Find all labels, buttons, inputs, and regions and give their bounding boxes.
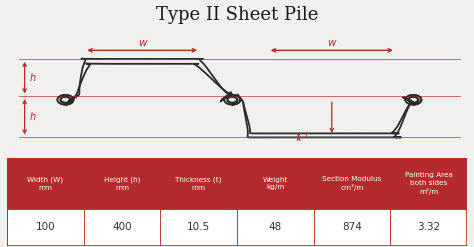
Text: Width (W)
mm: Width (W) mm bbox=[27, 177, 64, 190]
Bar bbox=[390, 158, 467, 209]
Bar bbox=[314, 158, 390, 209]
Bar bbox=[84, 209, 160, 246]
Text: 3.32: 3.32 bbox=[417, 222, 440, 232]
Bar bbox=[237, 209, 314, 246]
Text: Thickness (t)
mm: Thickness (t) mm bbox=[175, 177, 222, 190]
Text: Height (h)
mm: Height (h) mm bbox=[104, 177, 140, 190]
Text: w: w bbox=[328, 38, 336, 48]
Text: 100: 100 bbox=[36, 222, 55, 232]
Text: Type II Sheet Pile: Type II Sheet Pile bbox=[156, 6, 318, 24]
Text: 400: 400 bbox=[112, 222, 132, 232]
Text: h: h bbox=[29, 112, 36, 122]
Bar bbox=[237, 158, 314, 209]
Bar bbox=[7, 209, 84, 246]
Bar bbox=[7, 158, 84, 209]
Text: Painting Area
both sides
m²/m: Painting Area both sides m²/m bbox=[405, 172, 453, 195]
Bar bbox=[160, 158, 237, 209]
Text: Section Modulus
cm³/m: Section Modulus cm³/m bbox=[322, 176, 382, 191]
Text: w: w bbox=[138, 38, 146, 48]
Bar bbox=[314, 209, 390, 246]
Text: 10.5: 10.5 bbox=[187, 222, 210, 232]
Text: t: t bbox=[304, 131, 308, 140]
Bar bbox=[390, 209, 467, 246]
Text: 874: 874 bbox=[342, 222, 362, 232]
Bar bbox=[84, 158, 160, 209]
Text: h: h bbox=[29, 73, 36, 82]
Text: 48: 48 bbox=[269, 222, 282, 232]
Bar bbox=[160, 209, 237, 246]
Text: Weight
kg/m: Weight kg/m bbox=[263, 177, 288, 190]
